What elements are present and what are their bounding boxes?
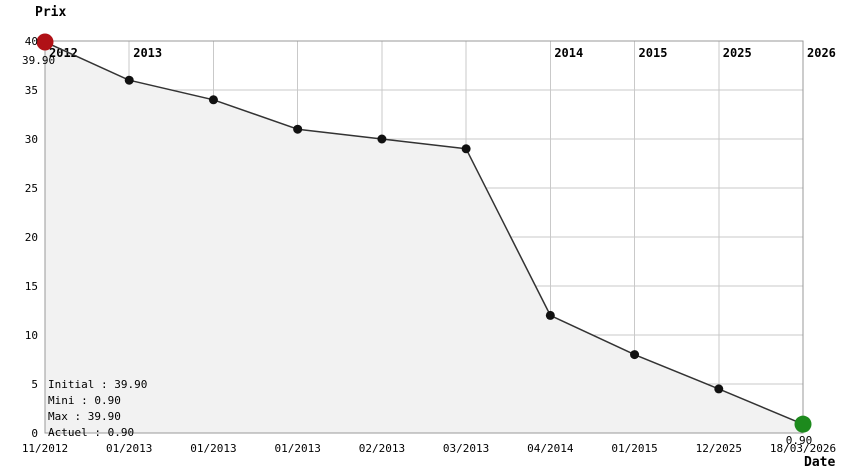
legend-entry: Initial : 39.90 — [48, 378, 147, 391]
y-tick-label: 40 — [25, 35, 38, 48]
x-tick-label: 11/2012 — [22, 442, 68, 455]
x-tick-label: 18/03/2026 — [770, 442, 836, 455]
data-point — [714, 384, 724, 394]
year-label: 2025 — [723, 46, 752, 60]
year-label: 2026 — [807, 46, 836, 60]
year-label: 2014 — [554, 46, 583, 60]
x-tick-label: 01/2015 — [611, 442, 657, 455]
y-tick-label: 20 — [25, 231, 38, 244]
area-fill — [45, 41, 803, 433]
data-point — [208, 95, 218, 105]
x-tick-label: 01/2013 — [106, 442, 152, 455]
price-line — [44, 41, 804, 425]
data-point — [461, 144, 471, 154]
x-tick-label: 01/2013 — [274, 442, 320, 455]
data-point — [124, 75, 134, 85]
current-price-point — [794, 415, 812, 433]
year-label: 2012 — [49, 46, 78, 60]
current-price-label: 0.90 — [786, 434, 813, 447]
y-tick-label: 35 — [25, 84, 38, 97]
legend-entry: Max : 39.90 — [48, 410, 121, 423]
data-point — [377, 134, 387, 144]
initial-price-label: 39.90 — [22, 54, 55, 67]
y-tick-label: 10 — [25, 329, 38, 342]
data-point — [545, 310, 555, 320]
plot-border — [44, 40, 804, 434]
year-label: 2015 — [639, 46, 668, 60]
x-tick-label: 04/2014 — [527, 442, 574, 455]
y-tick-label: 5 — [31, 378, 38, 391]
x-tick-label: 02/2013 — [359, 442, 405, 455]
data-point — [630, 350, 640, 360]
x-tick-label: 03/2013 — [443, 442, 489, 455]
data-point — [293, 124, 303, 134]
y-tick-label: 15 — [25, 280, 38, 293]
y-tick-label: 25 — [25, 182, 38, 195]
y-tick-label: 30 — [25, 133, 38, 146]
y-tick-label: 0 — [31, 427, 38, 440]
initial-price-point — [36, 33, 54, 51]
year-label: 2013 — [133, 46, 162, 60]
x-axis-title: Date — [804, 455, 835, 470]
x-tick-label: 01/2013 — [190, 442, 236, 455]
legend-entry: Mini : 0.90 — [48, 394, 121, 407]
legend-entry: Actuel : 0.90 — [48, 426, 134, 439]
x-tick-label: 12/2025 — [696, 442, 742, 455]
y-axis-title: Prix — [35, 5, 66, 20]
